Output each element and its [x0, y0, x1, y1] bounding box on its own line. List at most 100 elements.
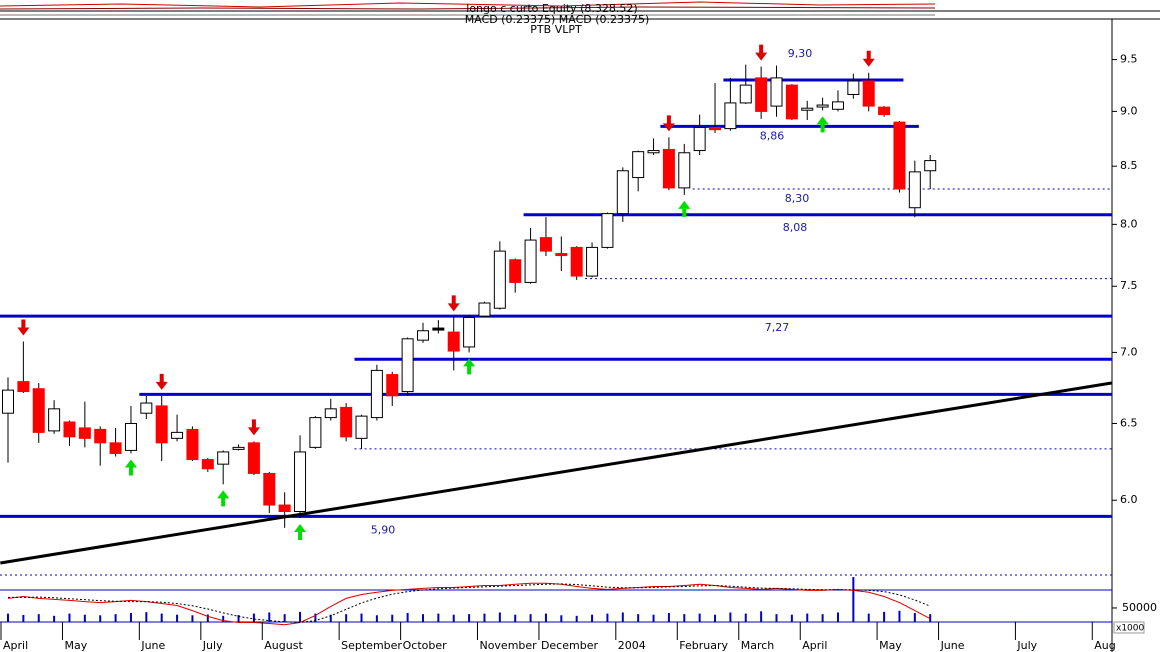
candle-body	[324, 408, 337, 419]
x-tick-label: May	[64, 639, 87, 652]
candle-body	[831, 101, 844, 110]
level-label: 8,08	[783, 221, 808, 234]
header-trace	[0, 6, 936, 10]
y-tick-label: 7.5	[1120, 279, 1138, 292]
x-tick-label: March	[741, 639, 775, 652]
candle-body	[124, 422, 137, 451]
candle-body	[509, 259, 522, 283]
level-label: 8,86	[760, 129, 785, 142]
y-tick-label: 7.0	[1120, 345, 1138, 358]
candle-body	[186, 428, 199, 461]
x-tick-label: February	[679, 639, 728, 652]
candle-body	[463, 316, 476, 348]
buy-arrow	[816, 116, 829, 133]
buy-arrow	[124, 459, 137, 476]
candle-body	[401, 338, 414, 393]
x-tick-label: June	[140, 639, 165, 652]
unit-label: x1000	[1116, 624, 1145, 634]
level-label: 7,27	[765, 321, 790, 334]
trend-line	[0, 381, 1112, 565]
candle-body	[48, 408, 61, 432]
candle-body	[78, 427, 91, 439]
candle-body	[632, 151, 645, 179]
candle-body	[586, 246, 599, 277]
candle-body	[370, 369, 383, 419]
candle-body	[294, 451, 307, 512]
indicator-line	[7, 582, 931, 626]
x-tick-label: May	[879, 639, 902, 652]
sell-arrow	[755, 44, 768, 61]
x-tick-label: October	[403, 639, 447, 652]
candle-body	[416, 330, 429, 341]
candle-body	[2, 389, 14, 414]
candle-body	[63, 421, 76, 438]
buy-arrow	[294, 523, 307, 540]
y-tick-label: 6.5	[1120, 416, 1138, 429]
level-label: 9,30	[788, 47, 813, 60]
level-label: 8,30	[785, 192, 810, 205]
candle-body	[647, 150, 660, 154]
x-tick-label: April	[3, 639, 28, 652]
y-tick-label: 9.0	[1120, 104, 1138, 117]
candle-body	[524, 239, 537, 283]
candle-body	[801, 107, 814, 111]
candle-body	[709, 127, 722, 131]
candle-body	[816, 104, 829, 108]
candle-body	[862, 80, 875, 107]
candle-body	[140, 402, 153, 414]
candle-body	[278, 504, 291, 512]
x-tick-label: September	[341, 639, 402, 652]
candle-body	[386, 374, 399, 397]
indicator-line	[8, 583, 931, 624]
candle-body	[171, 431, 184, 439]
sell-arrow	[17, 319, 30, 336]
y-tick-label: 8.0	[1120, 217, 1138, 230]
candle-body	[17, 381, 30, 393]
candle-body	[785, 84, 798, 120]
candle-body	[263, 472, 276, 506]
candle-body	[201, 459, 214, 470]
x-tick-label: July	[1016, 639, 1037, 652]
candle-body	[447, 331, 460, 352]
candle-body	[908, 171, 921, 209]
candle-body	[32, 388, 45, 433]
unit-box	[1113, 621, 1145, 634]
sell-arrow	[247, 419, 260, 436]
candle-body	[739, 84, 752, 104]
candle-body	[309, 417, 322, 448]
candle-body	[247, 442, 260, 474]
candle-body	[555, 253, 568, 257]
candle-body	[601, 213, 614, 248]
sell-arrow	[447, 295, 460, 312]
volume-tick-label: 50000	[1122, 601, 1157, 614]
candle-body	[693, 127, 706, 152]
x-tick-label: August	[264, 639, 303, 652]
header-trace	[0, 1, 936, 8]
x-tick-label: Aug	[1094, 639, 1115, 652]
candle-body	[893, 121, 906, 190]
candle-body	[94, 428, 107, 444]
x-tick-label: April	[802, 639, 827, 652]
candle-body	[478, 302, 491, 317]
sell-arrow	[862, 50, 875, 67]
candle-body	[755, 77, 768, 112]
candle-body	[570, 246, 583, 277]
candle-body	[232, 446, 245, 450]
chart-title: longo c curto Equity (8.328.52)	[466, 2, 637, 15]
candle-body	[217, 451, 230, 465]
x-tick-label: July	[202, 639, 223, 652]
sell-arrow	[662, 115, 675, 132]
candle-body	[155, 405, 168, 444]
candle-body	[539, 237, 552, 252]
candle-body	[847, 80, 860, 96]
candle-body	[109, 442, 122, 454]
candle-body	[355, 415, 368, 439]
candle-body	[878, 106, 891, 116]
candle-body	[770, 77, 783, 107]
candle-body	[724, 102, 737, 130]
candle-body	[616, 170, 629, 215]
y-tick-label: 6.0	[1120, 493, 1138, 506]
candle-body	[924, 160, 937, 172]
level-label: 5,90	[371, 523, 396, 536]
